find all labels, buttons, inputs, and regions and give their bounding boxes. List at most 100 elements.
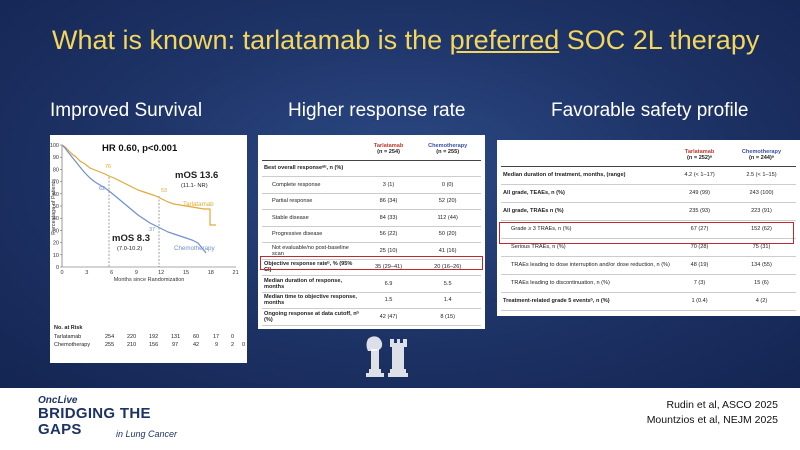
- table-row: TRAEs leading to discontinuation, n (%) 7…: [501, 274, 796, 293]
- pt-chemo-12: 37: [149, 227, 155, 233]
- row-value-chemo: 5.5: [414, 275, 481, 293]
- row-label: All grade, TRAEs n (%): [501, 202, 673, 221]
- y-tick-label: 40: [53, 216, 59, 222]
- row-label: Best overall responseᵃᵇ, n (%): [262, 160, 363, 177]
- row-value-tarla: 84 (33): [362, 209, 415, 227]
- table-row: Progressive disease 56 (22) 50 (20): [262, 226, 481, 243]
- row-value-tarla: 70 (28): [672, 238, 727, 257]
- table-row: TRAEs leading to dose interruption and/o…: [501, 256, 796, 275]
- table-row: Complete response 3 (1) 0 (0): [262, 176, 481, 194]
- resp-col-chemo: Chemotherapy (n = 255): [414, 138, 481, 161]
- row-value-chemo: 243 (100): [726, 184, 796, 203]
- onclive-logo: OncLive BRIDGING THE GAPS in Lung Cancer: [38, 395, 178, 439]
- row-value-chemo: [414, 160, 481, 177]
- row-value-tarla: 56 (22): [362, 226, 415, 243]
- row-label: Not evaluable/no post-baseline scan: [262, 242, 363, 260]
- risk-table: No. at Risk Tarlatamab 254 220 192 131 6…: [50, 323, 247, 363]
- km-chart: 0 10 20 30 40 50 60 70 80 90 100 0 3 6 9 12 15 18 21 Perc…: [50, 135, 247, 323]
- chess-pieces-icon: [366, 336, 408, 377]
- pt-chemo-6: 62: [99, 186, 105, 192]
- row-value-chemo: 15 (6): [726, 274, 796, 293]
- row-value-chemo: 112 (44): [414, 209, 481, 227]
- row-value-chemo: 152 (62): [726, 220, 796, 239]
- y-tick-label: 30: [53, 228, 59, 234]
- y-tick-label: 60: [53, 192, 59, 198]
- mos-tarla-ci: (11.1- NR): [181, 183, 208, 189]
- table-row: Partial response 86 (34) 52 (20): [262, 193, 481, 210]
- references: Rudin et al, ASCO 2025 Mountzios et al, …: [646, 399, 778, 426]
- y-tick-label: 80: [53, 167, 59, 173]
- resp-col-tarla: Tarlatamab (n = 254): [362, 138, 415, 161]
- row-value-chemo: 1.4: [414, 292, 481, 309]
- row-label: Complete response: [262, 176, 363, 194]
- y-tick-label: 10: [53, 253, 59, 259]
- row-value-tarla: 67 (27): [672, 220, 727, 239]
- y-tick-label: 100: [50, 143, 59, 149]
- row-label: Treatment-related grade 5 eventsᵇ, n (%): [501, 292, 673, 311]
- pt-tarla-12: 53: [161, 188, 167, 194]
- row-value-tarla: 7 (3): [672, 274, 727, 293]
- row-label: Objective response rateᵇ, % (95% CI): [262, 259, 363, 276]
- row-value-tarla: 6.9: [362, 275, 415, 293]
- heading-response: Higher response rate: [288, 100, 466, 121]
- row-value-tarla: 4.2 (< 1–17): [672, 166, 727, 185]
- row-value-chemo: 8 (15): [414, 308, 481, 326]
- row-label: Median duration of treatment, months, (r…: [501, 166, 673, 185]
- orr-highlight: [260, 256, 483, 270]
- row-label: TRAEs leading to discontinuation, n (%): [501, 274, 673, 293]
- row-value-chemo: 0 (0): [414, 176, 481, 194]
- row-label: Grade ≥ 3 TRAEs, n (%): [501, 220, 673, 239]
- mos-chemo: mOS 8.3: [112, 233, 150, 244]
- table-row: Median duration of treatment, months, (r…: [501, 166, 796, 185]
- row-value-tarla: [362, 160, 415, 177]
- row-label: Ongoing response at data cutoff, nᵇ (%): [262, 308, 363, 326]
- table-row: Treatment-related grade 5 eventsᵇ, n (%)…: [501, 292, 796, 311]
- row-label: All grade, TEAEs, n (%): [501, 184, 673, 203]
- risk-title: No. at Risk: [54, 325, 83, 331]
- grade3-highlight: [499, 222, 794, 244]
- row-value-tarla: 235 (93): [672, 202, 727, 221]
- mos-chemo-ci: (7.0-10.2): [117, 246, 142, 252]
- table-row: Stable disease 84 (33) 112 (44): [262, 209, 481, 227]
- safety-table-panel: Tarlatamab (n = 252)ᵃ Chemotherapy (n = 24…: [497, 140, 800, 316]
- km-chart-svg: 0 10 20 30 40 50 60 70 80 90 100 0 3 6 9 12 15 18 21 Perc…: [50, 143, 239, 283]
- row-label: Partial response: [262, 193, 363, 210]
- table-row: All grade, TRAEs n (%) 235 (93) 223 (91): [501, 202, 796, 221]
- slide-title: What is known: tarlatamab is the preferr…: [52, 25, 760, 55]
- row-label: Median duration of response, months: [262, 275, 363, 293]
- mos-tarla: mOS 13.6: [175, 170, 218, 181]
- table-row: Objective response rateᵇ, % (95% CI) 35 (…: [262, 259, 481, 276]
- row-label: Progressive disease: [262, 226, 363, 243]
- x-tick-label: 9: [135, 270, 138, 276]
- row-label: TRAEs leading to dose interruption and/o…: [501, 256, 673, 275]
- row-value-tarla: 48 (19): [672, 256, 727, 275]
- table-row: Serious TRAEs, n (%) 70 (28) 75 (31): [501, 238, 796, 257]
- row-value-chemo: 4 (2): [726, 292, 796, 311]
- safety-table: Tarlatamab (n = 252)ᵃ Chemotherapy (n = 24…: [501, 144, 796, 311]
- x-tick-label: 18: [208, 270, 214, 276]
- row-value-tarla: 25 (10): [362, 242, 415, 260]
- safe-col-tarla: Tarlatamab (n = 252)ᵃ: [672, 144, 727, 167]
- legend-chemotherapy: Chemotherapy: [174, 245, 215, 252]
- row-value-tarla: 42 (47): [362, 308, 415, 326]
- row-value-chemo: 75 (31): [726, 238, 796, 257]
- table-row: Median duration of response, months 6.9 5.…: [262, 275, 481, 293]
- table-row: Best overall responseᵃᵇ, n (%): [262, 160, 481, 177]
- x-tick-label: 21: [233, 270, 239, 276]
- row-value-chemo: 50 (20): [414, 226, 481, 243]
- hazard-ratio: HR 0.60, p<0.001: [102, 143, 178, 154]
- row-label: Serious TRAEs, n (%): [501, 238, 673, 257]
- row-value-tarla: 1 (0.4): [672, 292, 727, 311]
- y-tick-label: 50: [53, 204, 59, 210]
- y-tick-label: 90: [53, 155, 59, 161]
- row-value-chemo: 134 (55): [726, 256, 796, 275]
- row-value-tarla: 3 (1): [362, 176, 415, 194]
- row-label: Stable disease: [262, 209, 363, 227]
- row-value-tarla: 249 (99): [672, 184, 727, 203]
- km-curve-tarlatamab: [61, 144, 216, 226]
- pt-tarla-6: 76: [105, 164, 111, 170]
- x-tick-label: 15: [183, 270, 189, 276]
- y-tick-label: 20: [53, 241, 59, 247]
- heading-safety: Favorable safety profile: [551, 100, 749, 121]
- table-row: Not evaluable/no post-baseline scan 25 (1…: [262, 242, 481, 260]
